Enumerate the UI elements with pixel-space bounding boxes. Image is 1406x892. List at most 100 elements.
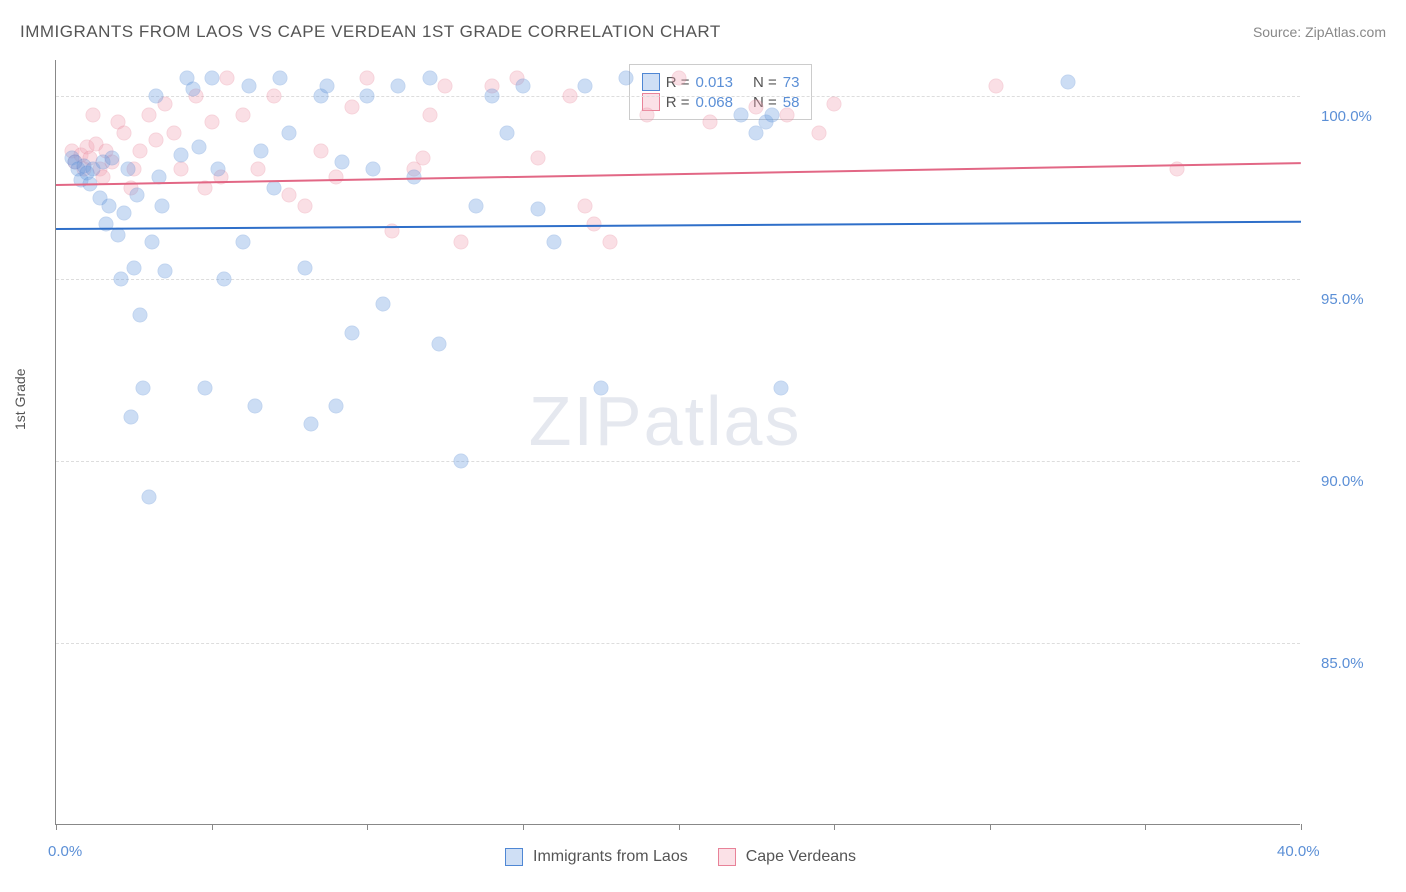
legend-series-label: Cape Verdeans: [746, 848, 856, 866]
scatter-point: [319, 78, 334, 93]
scatter-point: [702, 114, 717, 129]
gridline-h: [56, 643, 1300, 644]
legend-row: R =0.013N =73: [642, 73, 800, 91]
scatter-point: [235, 107, 250, 122]
scatter-point: [484, 89, 499, 104]
scatter-point: [210, 162, 225, 177]
y-tick-label: 85.0%: [1321, 655, 1364, 672]
scatter-point: [749, 100, 764, 115]
scatter-point: [86, 107, 101, 122]
scatter-point: [391, 78, 406, 93]
scatter-point: [282, 125, 297, 140]
x-tick-mark: [367, 824, 368, 830]
y-tick-label: 100.0%: [1321, 108, 1372, 125]
x-tick-mark: [212, 824, 213, 830]
scatter-point: [780, 107, 795, 122]
scatter-point: [185, 82, 200, 97]
scatter-point: [133, 144, 148, 159]
scatter-point: [640, 107, 655, 122]
y-tick-label: 95.0%: [1321, 291, 1364, 308]
scatter-point: [366, 162, 381, 177]
x-tick-mark: [1145, 824, 1146, 830]
legend-n-label: N =: [753, 74, 777, 91]
scatter-point: [145, 235, 160, 250]
watermark: ZIPatlas: [529, 381, 802, 461]
scatter-point: [988, 78, 1003, 93]
legend-n-value: 73: [783, 74, 800, 91]
scatter-point: [1060, 74, 1075, 89]
scatter-point: [117, 125, 132, 140]
scatter-point: [266, 89, 281, 104]
scatter-point: [811, 125, 826, 140]
scatter-point: [114, 271, 129, 286]
scatter-point: [273, 71, 288, 86]
legend-series-label: Immigrants from Laos: [533, 848, 688, 866]
scatter-point: [204, 71, 219, 86]
legend-bottom: Immigrants from Laos Cape Verdeans: [505, 848, 876, 866]
scatter-point: [671, 71, 686, 86]
scatter-point: [453, 453, 468, 468]
scatter-point: [101, 198, 116, 213]
scatter-point: [329, 399, 344, 414]
scatter-point: [148, 89, 163, 104]
scatter-point: [167, 125, 182, 140]
scatter-point: [547, 235, 562, 250]
scatter-point: [251, 162, 266, 177]
scatter-point: [344, 100, 359, 115]
x-tick-mark: [990, 824, 991, 830]
scatter-point: [142, 490, 157, 505]
scatter-point: [129, 187, 144, 202]
scatter-point: [123, 410, 138, 425]
scatter-point: [173, 147, 188, 162]
scatter-point: [375, 297, 390, 312]
scatter-point: [198, 380, 213, 395]
scatter-point: [344, 326, 359, 341]
scatter-point: [335, 155, 350, 170]
scatter-point: [438, 78, 453, 93]
scatter-point: [531, 202, 546, 217]
scatter-point: [774, 380, 789, 395]
scatter-point: [531, 151, 546, 166]
legend-swatch: [642, 73, 660, 91]
scatter-point: [313, 144, 328, 159]
scatter-point: [360, 89, 375, 104]
scatter-point: [733, 107, 748, 122]
scatter-point: [136, 380, 151, 395]
scatter-point: [360, 71, 375, 86]
x-tick-label: 40.0%: [1277, 843, 1320, 860]
x-tick-mark: [1301, 824, 1302, 830]
scatter-point: [192, 140, 207, 155]
scatter-point: [578, 78, 593, 93]
scatter-point: [422, 107, 437, 122]
scatter-point: [148, 133, 163, 148]
scatter-point: [235, 235, 250, 250]
legend-r-value: 0.013: [695, 74, 733, 91]
scatter-point: [618, 71, 633, 86]
scatter-point: [217, 271, 232, 286]
x-tick-label: 0.0%: [48, 843, 82, 860]
chart-title: IMMIGRANTS FROM LAOS VS CAPE VERDEAN 1ST…: [20, 22, 721, 42]
source-label: Source: ZipAtlas.com: [1253, 24, 1386, 40]
scatter-point: [142, 107, 157, 122]
scatter-point: [248, 399, 263, 414]
legend-swatch: [718, 848, 736, 866]
scatter-point: [562, 89, 577, 104]
scatter-point: [603, 235, 618, 250]
scatter-point: [469, 198, 484, 213]
scatter-point: [431, 337, 446, 352]
scatter-point: [500, 125, 515, 140]
scatter-point: [154, 198, 169, 213]
trend-line: [56, 220, 1301, 229]
plot-area: ZIPatlas R =0.013N =73R =0.068N =58 85.0…: [55, 60, 1300, 825]
scatter-point: [126, 260, 141, 275]
scatter-point: [120, 162, 135, 177]
x-tick-mark: [56, 824, 57, 830]
scatter-point: [298, 260, 313, 275]
scatter-point: [220, 71, 235, 86]
scatter-point: [329, 169, 344, 184]
scatter-point: [204, 114, 219, 129]
gridline-h: [56, 96, 1300, 97]
scatter-point: [593, 380, 608, 395]
scatter-point: [254, 144, 269, 159]
scatter-point: [133, 308, 148, 323]
